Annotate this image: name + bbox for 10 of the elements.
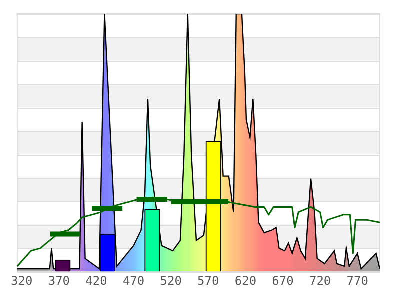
x-tick-label: 470 bbox=[122, 274, 145, 288]
x-tick-label: 570 bbox=[198, 274, 220, 288]
x-tick-label: 770 bbox=[346, 274, 368, 288]
x-tick-label: 370 bbox=[48, 274, 70, 288]
x-tick-label: 420 bbox=[86, 274, 108, 288]
x-tick-label: 720 bbox=[309, 274, 332, 288]
x-tick-label: 670 bbox=[272, 274, 294, 288]
x-tick-label: 520 bbox=[160, 274, 182, 288]
x-tick-label: 620 bbox=[234, 274, 257, 288]
x-tick-label: 320 bbox=[11, 274, 33, 288]
